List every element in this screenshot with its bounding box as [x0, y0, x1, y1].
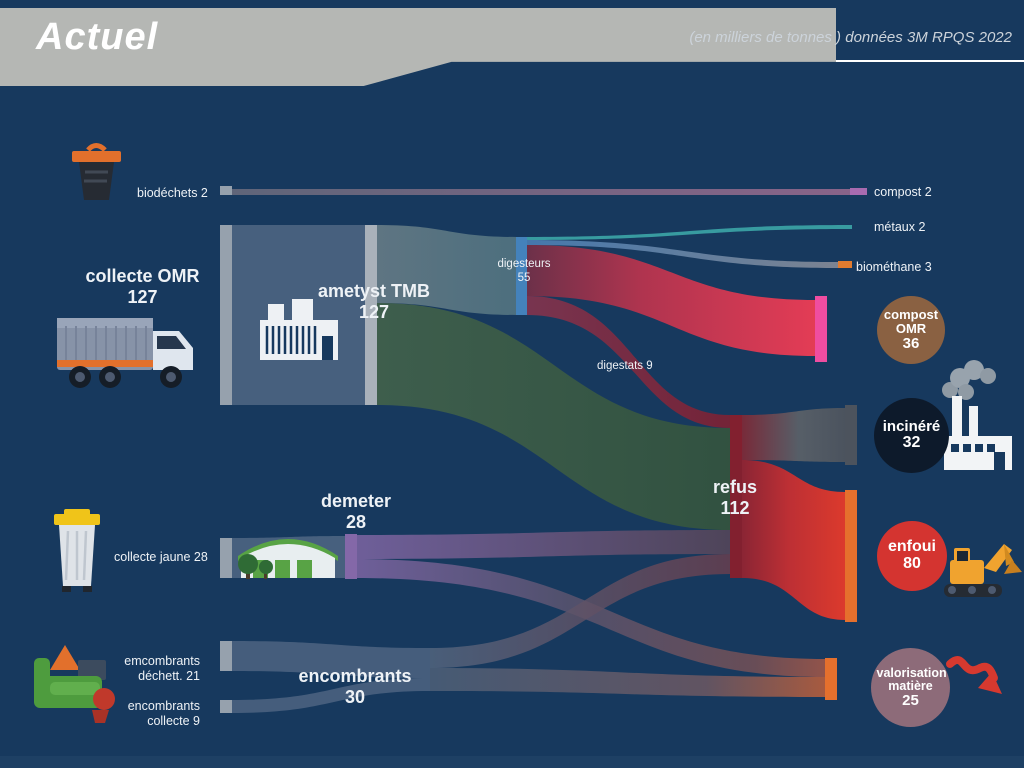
digesteurs-name: digesteurs	[497, 258, 551, 270]
valorisation-circle: valorisation matière 25	[871, 648, 950, 727]
flow-digesteurs-metaux	[527, 225, 852, 240]
node-collecte-jaune	[220, 538, 232, 578]
flow-ametyst-digesteurs	[377, 225, 517, 315]
node-demeter	[345, 534, 357, 579]
demeter-building-icon	[238, 539, 338, 579]
compost-omr-value: 36	[902, 334, 920, 352]
incinerator-factory-icon	[942, 360, 1012, 470]
label-biomethane: biométhane 3	[856, 260, 932, 274]
node-encombrants-dechetterie	[220, 641, 232, 671]
enfoui-circle: enfoui 80	[877, 521, 947, 591]
enfoui-value: 80	[903, 555, 921, 572]
node-compost-omr	[815, 296, 827, 362]
garbage-truck-icon	[57, 318, 193, 388]
refus-name: refus	[712, 477, 757, 497]
flow-encombrants-refus	[430, 554, 730, 668]
collecte-omr-name: collecte OMR	[85, 266, 200, 286]
label-encombrants-dechetterie: emcombrants déchett. 21	[86, 654, 200, 684]
flow-ametyst-refus	[377, 303, 730, 530]
enfoui-label: enfoui	[888, 538, 936, 556]
enc-collecte-line1: encombrants	[127, 699, 200, 713]
header-caption: (en milliers de tonnes ) données 3M RPQS…	[689, 29, 1012, 46]
collecte-omr-value: 127	[127, 287, 158, 308]
flow-digesteurs-compost-omr	[527, 245, 815, 356]
excavator-icon	[944, 544, 1022, 597]
node-digesteurs	[516, 237, 527, 315]
flow-demeter-refus	[357, 530, 730, 559]
encombrants-name: encombrants	[298, 666, 412, 686]
label-refus: refus 112	[695, 477, 775, 519]
dechetterie-line1: emcombrants	[124, 654, 200, 668]
label-ametyst: ametyst TMB 127	[293, 281, 455, 323]
label-collecte-jaune: collecte jaune 28	[114, 550, 208, 564]
compost-omr-label: compost OMR	[883, 307, 939, 337]
flow-refus-enfoui	[742, 460, 845, 620]
node-incinere	[845, 405, 857, 465]
valorisation-arrow-icon	[946, 656, 1002, 694]
node-encombrants-collecte	[220, 700, 232, 713]
compost-omr-circle: compost OMR 36	[877, 296, 945, 364]
digesteurs-value: 55	[517, 271, 531, 284]
refus-value: 112	[720, 498, 750, 519]
valorisation-value: 25	[902, 691, 919, 709]
yellow-bin-icon	[54, 509, 100, 592]
page-title: Actuel	[36, 16, 159, 58]
label-encombrants: encombrants 30	[296, 666, 414, 708]
node-collecte-omr	[220, 225, 232, 405]
label-biodechets: biodéchets 2	[137, 186, 208, 200]
node-enfoui	[845, 490, 857, 622]
dechetterie-line2: déchett. 21	[138, 668, 200, 683]
node-ametyst	[365, 225, 377, 405]
node-biomethane-end	[838, 261, 852, 268]
enc-collecte-line2: collecte 9	[147, 713, 200, 728]
label-digestats: digestats 9	[597, 360, 653, 372]
flow-dechetterie-encombrants	[232, 641, 430, 678]
incinere-value: 32	[902, 433, 921, 451]
header-underline	[836, 60, 1024, 62]
node-refus	[730, 415, 742, 578]
footer-strip	[0, 756, 1024, 768]
valorisation-label: valorisation matière	[876, 665, 947, 693]
flow-encombrants-valorisation	[430, 668, 825, 697]
label-compost: compost 2	[874, 185, 932, 199]
label-encombrants-collecte: encombrants collecte 9	[96, 699, 200, 729]
ametyst-name: ametyst TMB	[317, 281, 431, 301]
node-valorisation	[825, 658, 837, 700]
incinere-label: incinéré	[882, 418, 941, 436]
node-compost-end	[850, 188, 867, 195]
flow-demeter-valorisation	[357, 559, 825, 677]
demeter-name: demeter	[320, 491, 392, 511]
ametyst-value: 127	[358, 302, 390, 323]
flow-refus-incinere	[742, 408, 845, 462]
node-biodechets	[220, 186, 232, 195]
incinere-circle: incinéré 32	[874, 398, 949, 473]
label-demeter: demeter 28	[300, 491, 412, 533]
label-collecte-omr: collecte OMR 127	[55, 266, 230, 308]
flow-digesteurs-biomethane	[527, 240, 838, 268]
ametyst-factory-icon	[260, 299, 338, 360]
encombrants-value: 30	[344, 687, 366, 708]
bulky-waste-icon	[34, 645, 115, 723]
biodechets-bin-icon	[72, 143, 121, 200]
flow-collecte-encombrants	[232, 678, 430, 713]
flow-biodechets-compost	[232, 189, 850, 195]
demeter-value: 28	[345, 512, 367, 533]
label-metaux: métaux 2	[874, 220, 926, 234]
flow-digestats-refus	[527, 296, 730, 428]
label-digesteurs: digesteurs 55	[482, 258, 566, 285]
